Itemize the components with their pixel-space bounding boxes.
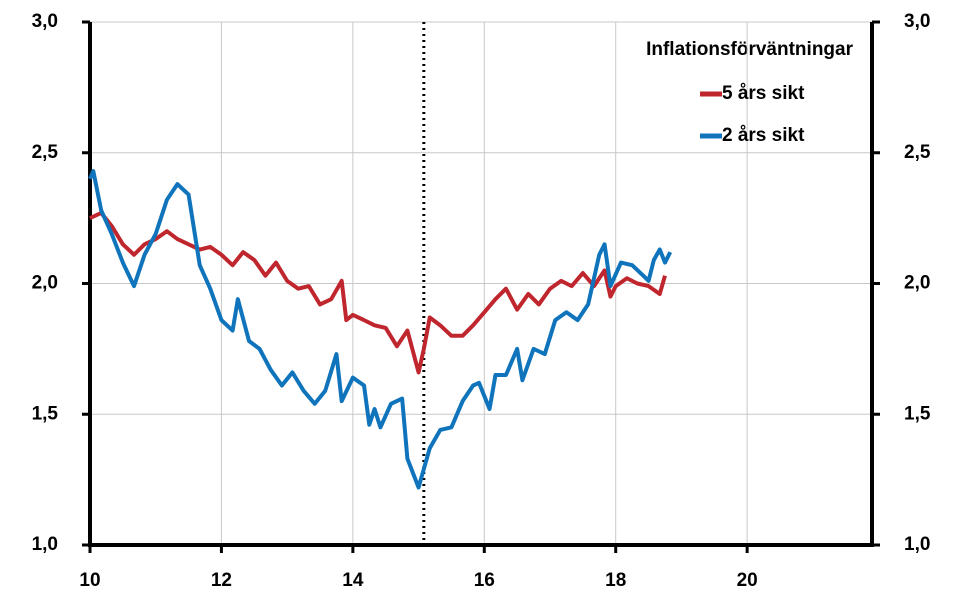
y-tick-label: 2,0 xyxy=(32,273,58,294)
legend-title: Inflationsförväntningar xyxy=(646,39,854,60)
y-tick-label: 2,5 xyxy=(32,142,59,163)
x-tick-label: 10 xyxy=(79,570,100,591)
x-tick-label: 18 xyxy=(605,570,626,591)
y-tick-label: 1,5 xyxy=(32,403,59,424)
y-tick-label: 3,0 xyxy=(32,11,58,32)
series-line xyxy=(89,210,667,375)
y2-tick-label: 1,5 xyxy=(904,403,931,424)
y2-tick-label: 2,0 xyxy=(904,273,930,294)
x-tick-label: 16 xyxy=(474,570,495,591)
x-tick-label: 14 xyxy=(342,570,364,591)
y-tick-label: 1,0 xyxy=(32,534,58,555)
series-line xyxy=(88,169,673,490)
x-tick-label: 12 xyxy=(211,570,232,591)
x-tick-label: 20 xyxy=(737,570,758,591)
legend-label: 5 års sikt xyxy=(722,83,805,104)
y2-tick-label: 3,0 xyxy=(904,11,930,32)
y2-tick-label: 1,0 xyxy=(904,534,930,555)
y2-tick-label: 2,5 xyxy=(904,142,931,163)
legend-label: 2 års sikt xyxy=(722,125,805,146)
